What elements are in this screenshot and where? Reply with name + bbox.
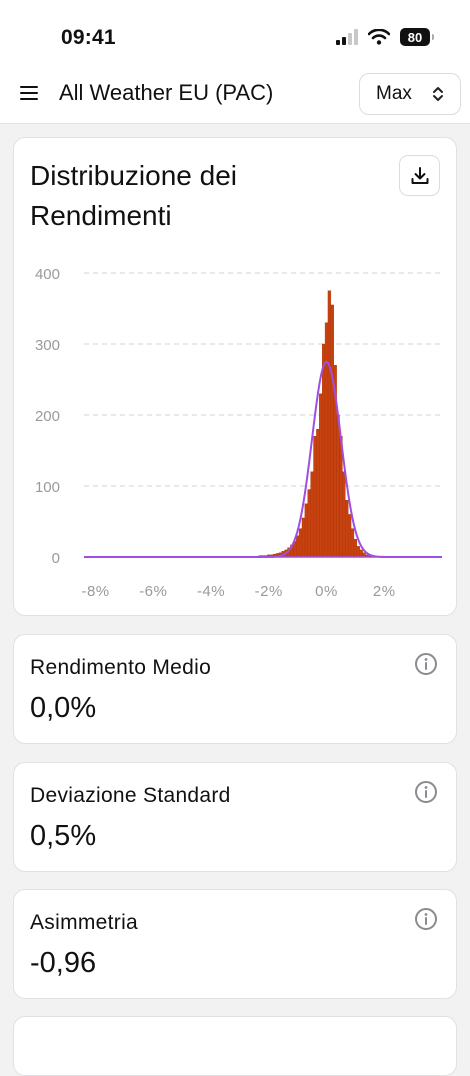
x-tick-label: -4% — [197, 583, 225, 600]
stat-label: Asimmetria — [30, 911, 139, 934]
histogram-bar — [321, 343, 326, 558]
histogram-bar — [313, 436, 317, 558]
y-axis-labels: 0 100 200 300 400 — [35, 266, 60, 567]
info-icon[interactable] — [414, 907, 438, 931]
histogram-bar — [296, 535, 300, 558]
histogram-bar — [353, 539, 358, 558]
x-axis-labels: -8% -6% -4% -2% 0% 2% — [81, 583, 395, 600]
x-tick-label: -2% — [255, 583, 283, 600]
download-button[interactable] — [399, 155, 440, 196]
x-tick-label: -6% — [139, 583, 167, 600]
stat-value: 0,5% — [30, 820, 97, 852]
hamburger-menu-icon[interactable] — [20, 84, 40, 102]
histogram-bar — [336, 414, 340, 558]
chart-grid — [84, 272, 442, 487]
stat-value: 0,0% — [30, 692, 97, 724]
stat-value: -0,96 — [30, 947, 97, 979]
x-tick-label: 0% — [315, 583, 338, 600]
stat-label: Rendimento Medio — [30, 656, 212, 679]
normal-curve-layer — [84, 360, 442, 558]
app-header: All Weather EU (PAC) Max — [0, 70, 470, 124]
portfolio-title: All Weather EU (PAC) — [59, 80, 274, 105]
histogram-bar — [330, 304, 334, 558]
y-tick-label: 100 — [35, 479, 60, 496]
histogram-bar — [307, 489, 311, 558]
battery-level: 80 — [407, 29, 423, 45]
histogram-bars — [249, 290, 372, 558]
stat-card-next — [13, 1016, 457, 1076]
histogram-bar — [347, 514, 352, 558]
histogram-bar — [359, 549, 363, 558]
info-icon[interactable] — [414, 780, 438, 804]
y-tick-label: 300 — [35, 337, 60, 354]
normal-curve — [84, 360, 442, 558]
histogram-bar — [319, 393, 323, 558]
histogram-bar — [310, 471, 314, 558]
time-range-value: Max — [376, 83, 412, 104]
status-time: 09:41 — [61, 26, 116, 49]
status-bar: 09:41 80 — [0, 0, 470, 70]
histogram-chart: 0 100 200 300 400 -8% -6% -4% -2% 0% 2% — [35, 266, 442, 600]
download-icon — [411, 166, 428, 184]
wifi-icon — [368, 29, 390, 45]
returns-distribution-card: Distribuzione dei Rendimenti 0 100 200 300 4… — [13, 137, 457, 616]
histogram-bar — [327, 290, 332, 558]
y-tick-label: 200 — [35, 408, 60, 425]
battery-icon: 80 — [400, 28, 434, 46]
chevron-up-down-icon — [433, 87, 443, 101]
histogram-bar — [316, 429, 320, 558]
chart-title: Distribuzione dei Rendimenti — [30, 160, 237, 231]
status-icons: 80 — [336, 28, 434, 46]
time-range-select[interactable]: Max — [359, 73, 461, 115]
y-tick-label: 400 — [35, 266, 60, 283]
info-icon[interactable] — [414, 652, 438, 676]
stat-card-skewness: Asimmetria -0,96 — [13, 889, 457, 999]
histogram-bar — [304, 503, 308, 558]
histogram-bar — [350, 528, 355, 558]
histogram-bar — [324, 322, 329, 558]
histogram-bar — [301, 517, 306, 558]
stat-label: Deviazione Standard — [30, 784, 231, 807]
x-tick-label: -8% — [81, 583, 109, 600]
cellular-signal-icon — [336, 29, 358, 45]
histogram-bar — [342, 471, 346, 558]
stat-card-mean-return: Rendimento Medio 0,0% — [13, 634, 457, 744]
y-tick-label: 0 — [52, 550, 60, 567]
histogram-bar — [345, 500, 349, 558]
stat-card-standard-deviation: Deviazione Standard 0,5% — [13, 762, 457, 872]
x-tick-label: 2% — [373, 583, 396, 600]
histogram-bar — [298, 528, 303, 558]
histogram-bar — [356, 546, 360, 558]
